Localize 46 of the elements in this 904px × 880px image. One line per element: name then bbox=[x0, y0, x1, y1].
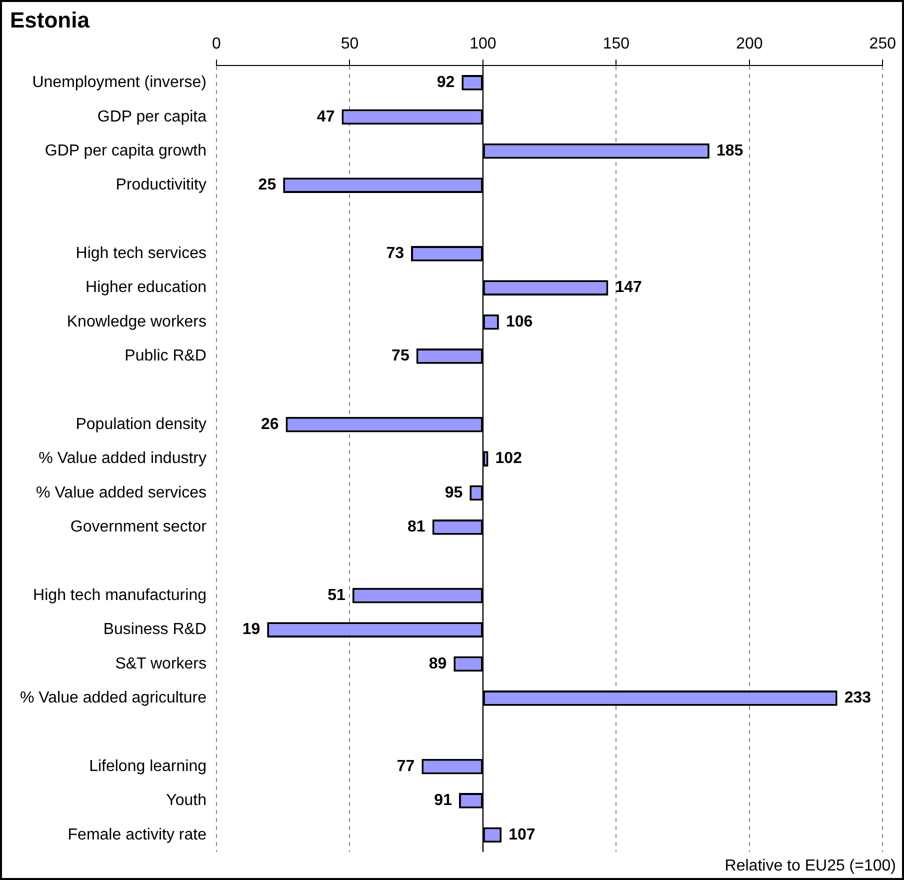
data-label: 107 bbox=[508, 826, 536, 844]
data-label: 47 bbox=[316, 108, 335, 126]
data-label: 89 bbox=[428, 655, 447, 672]
y-tick-label: GDP per capita growth bbox=[44, 142, 206, 160]
y-tick-label: Higher education bbox=[86, 279, 206, 296]
x-tick-label: 0 bbox=[212, 35, 222, 52]
x-tick-label: 250 bbox=[869, 35, 896, 52]
y-tick-label: Knowledge workers bbox=[66, 313, 206, 330]
data-label: 95 bbox=[444, 484, 463, 502]
y-tick-label: % Value added services bbox=[36, 484, 206, 502]
y-tick-label: Female activity rate bbox=[68, 826, 207, 844]
y-tick-label: Public R&D bbox=[124, 348, 206, 365]
data-label: 185 bbox=[716, 142, 744, 160]
chart-title: Estonia bbox=[10, 7, 90, 32]
data-label: 233 bbox=[844, 690, 872, 707]
data-label: 25 bbox=[258, 176, 276, 194]
y-tick-label: Population density bbox=[76, 416, 206, 434]
data-label: 81 bbox=[408, 518, 426, 536]
y-tick-label: % Value added agriculture bbox=[20, 690, 207, 707]
data-label: 147 bbox=[615, 279, 642, 296]
data-label: 26 bbox=[260, 416, 279, 434]
y-tick-label: Unemployment (inverse) bbox=[32, 74, 206, 92]
data-label: 102 bbox=[495, 450, 522, 468]
x-tick-label: 200 bbox=[736, 35, 763, 52]
text: Relative to EU25 (=100) bbox=[724, 857, 896, 874]
y-tick-label: High tech services bbox=[76, 245, 206, 262]
x-tick-label: 100 bbox=[470, 35, 496, 52]
y-tick-label: Government sector bbox=[70, 518, 208, 536]
data-label: 91 bbox=[434, 792, 452, 810]
data-label: 106 bbox=[506, 313, 533, 330]
data-label: 77 bbox=[396, 758, 415, 775]
data-label: 73 bbox=[386, 245, 404, 262]
y-tick-label: % Value added industry bbox=[38, 450, 206, 468]
data-label: 92 bbox=[436, 74, 455, 92]
y-tick-label: GDP per capita bbox=[97, 108, 207, 126]
data-label: 19 bbox=[242, 621, 260, 638]
data-label: 51 bbox=[328, 586, 346, 604]
y-tick-label: Youth bbox=[166, 792, 206, 810]
x-tick-label: 150 bbox=[602, 35, 630, 52]
data-label: 75 bbox=[392, 348, 410, 365]
y-tick-label: S&T workers bbox=[115, 655, 206, 672]
y-tick-label: Productivitity bbox=[116, 176, 206, 194]
x-tick-label: 50 bbox=[340, 35, 359, 52]
y-tick-label: High tech manufacturing bbox=[33, 586, 206, 604]
y-tick-label: Lifelong learning bbox=[89, 758, 206, 775]
y-tick-label: Business R&D bbox=[103, 621, 206, 638]
